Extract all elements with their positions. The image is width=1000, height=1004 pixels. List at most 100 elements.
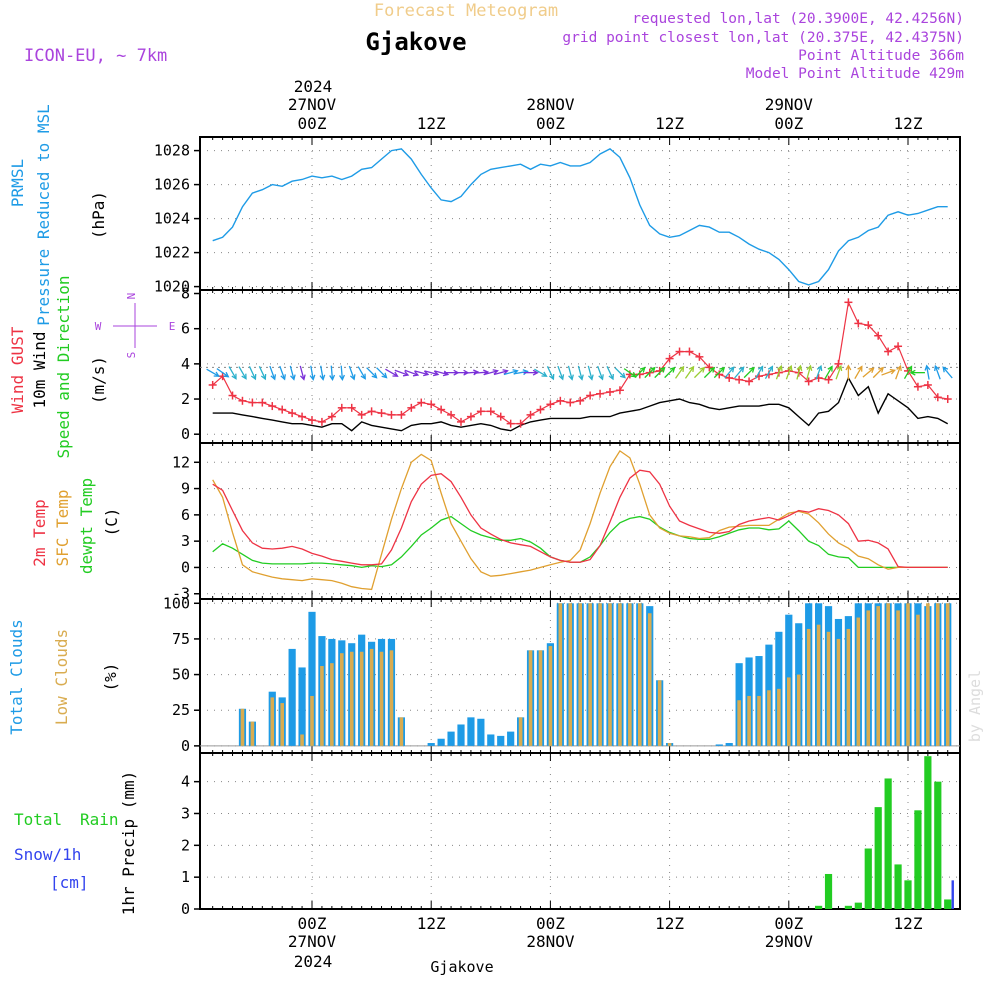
- wind-arrow: [597, 365, 604, 381]
- pressure-line: [212, 148, 948, 286]
- gust-marker: [894, 342, 903, 351]
- top-hour-label: 00Z: [298, 114, 327, 133]
- wind-arrow-shaft: [299, 365, 305, 380]
- gust-marker: [208, 380, 217, 389]
- low-cloud-bar: [588, 603, 592, 746]
- low-cloud-bar: [518, 717, 523, 746]
- gust-marker: [268, 402, 277, 411]
- panel-frame: [199, 136, 961, 291]
- low-clouds-label: Low Clouds: [52, 629, 71, 725]
- wind-arrow-head: [942, 366, 949, 373]
- wind-arrow-head: [299, 374, 306, 381]
- gust-marker: [735, 375, 744, 384]
- ytick-label: 1022: [154, 244, 190, 262]
- precip-snow-label: Snow/1h: [14, 845, 81, 864]
- point-altitude: Point Altitude 366m: [798, 48, 964, 64]
- wind-arrow-head: [260, 373, 267, 381]
- gust-marker: [844, 298, 853, 307]
- low-cloud-bar: [340, 653, 344, 746]
- top-hour-label: 00Z: [536, 114, 565, 133]
- wind-arrow: [785, 364, 793, 380]
- wind-arrow-shaft: [926, 365, 930, 380]
- bottom-hour-label: 00Z: [774, 914, 803, 933]
- wind-arrow-head: [349, 374, 356, 381]
- footer-location: Gjakove: [430, 958, 493, 976]
- wind-arrow: [238, 366, 247, 380]
- low-cloud-bar: [300, 734, 304, 746]
- gust-marker: [884, 347, 893, 356]
- wind-arrow-shaft: [546, 366, 554, 380]
- low-cloud-bar: [777, 688, 781, 746]
- wind-arrow-shaft: [881, 369, 895, 376]
- ytick-label: 2: [181, 390, 190, 408]
- gust-marker: [347, 403, 356, 412]
- wind-arrow-shaft: [614, 367, 626, 379]
- wind-arrow-head: [857, 365, 863, 372]
- wind-arrow: [376, 367, 388, 379]
- low-cloud-bar: [767, 690, 771, 746]
- wind-arrow: [764, 365, 774, 380]
- low-cloud-bar: [787, 677, 791, 746]
- wind-arrow-head: [502, 369, 509, 375]
- wind-arrow-shaft: [824, 366, 833, 380]
- wind-10m-label: 10m Wind: [30, 331, 49, 408]
- wind-arrow: [493, 369, 509, 376]
- wind-arrow: [845, 364, 852, 380]
- low-cloud-bar: [250, 721, 255, 746]
- wind-arrow: [366, 367, 378, 379]
- wind-arrow-head: [678, 365, 685, 372]
- wind-arrow-head: [777, 364, 783, 372]
- wind-arrow-shaft: [775, 365, 782, 380]
- compass-north: N: [125, 293, 138, 300]
- wind-arrow-shaft: [228, 366, 237, 380]
- ytick-label: 8: [181, 285, 190, 303]
- wind-arrow: [654, 366, 666, 379]
- wind-arrow-head: [339, 374, 345, 381]
- wind-arrow-head: [548, 373, 555, 381]
- low-cloud-bar: [816, 624, 821, 746]
- bottom-hour-label: 00Z: [298, 914, 327, 933]
- gust-marker: [943, 395, 952, 404]
- wind-arrow: [724, 366, 735, 379]
- ytick-label: 75: [172, 630, 190, 648]
- low-cloud-bar: [618, 603, 622, 746]
- bottom-hour-label: 12Z: [655, 914, 684, 933]
- wind-arrow: [796, 364, 803, 380]
- gust-marker: [546, 400, 555, 409]
- ytick-label: 1028: [154, 142, 190, 160]
- wind-arrow: [713, 366, 726, 379]
- low-cloud-bar: [528, 650, 533, 746]
- wind-arrow-head: [924, 364, 931, 371]
- wind-arrow-head: [423, 370, 430, 377]
- wind-arrow-shaft: [320, 365, 324, 380]
- low-cloud-bar: [359, 651, 364, 746]
- wind-arrow: [674, 365, 685, 379]
- gust-marker: [486, 407, 495, 416]
- wind-arrow-shaft: [424, 370, 439, 376]
- low-cloud-bar: [598, 603, 602, 746]
- gust-marker: [367, 407, 376, 416]
- wind-arrow-head: [608, 373, 614, 381]
- rain-bar: [884, 778, 892, 909]
- bottom-hour-label: 00Z: [536, 914, 565, 933]
- wind-arrow-shaft: [357, 366, 366, 380]
- gust-marker: [874, 331, 883, 340]
- low-cloud-bar: [280, 703, 284, 746]
- ytick-label: 1026: [154, 176, 190, 194]
- wind-arrow-head: [290, 374, 296, 381]
- gridpoint-coords: grid point closest lon,lat (20.375E, 42.…: [562, 30, 964, 46]
- wind-arrow: [835, 364, 843, 380]
- wind-arrow: [557, 365, 565, 381]
- wind-arrow-head: [578, 374, 584, 381]
- wind-arrow-shaft: [269, 365, 276, 380]
- panel-pressure: 1020 1022 1024 1026 1028: [154, 136, 961, 296]
- wind-arrow-shaft: [493, 370, 508, 376]
- ytick-label: 1: [181, 868, 190, 886]
- low-cloud-bar: [916, 614, 920, 746]
- low-cloud-bar: [548, 646, 553, 746]
- total-cloud-bar: [298, 667, 306, 746]
- gust-marker: [258, 398, 267, 407]
- top-hour-label: 12Z: [894, 114, 923, 133]
- ytick-label: 4: [181, 773, 190, 791]
- wind-arrow-shaft: [503, 370, 518, 376]
